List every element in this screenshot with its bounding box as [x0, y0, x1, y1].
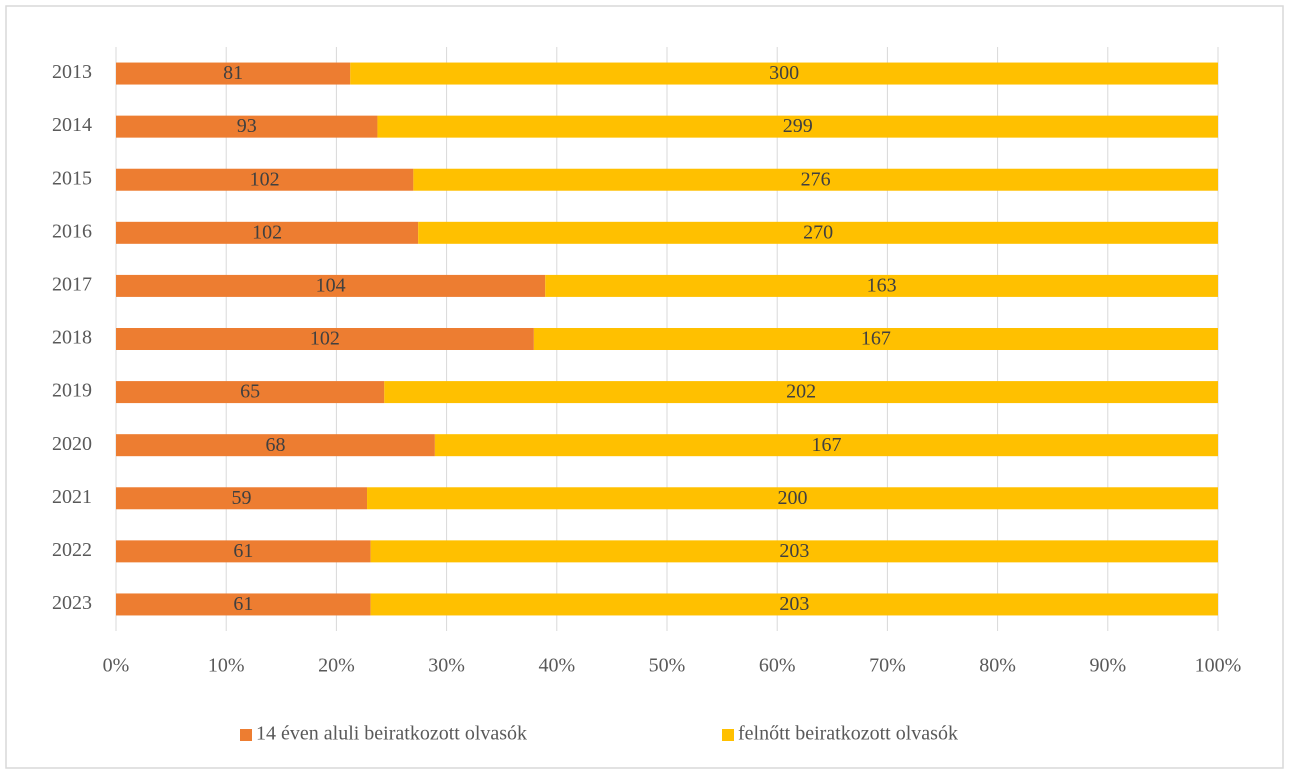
bar-segment	[116, 168, 414, 191]
bar-segment	[384, 381, 1218, 404]
bar-segment	[116, 540, 371, 563]
x-tick-label: 40%	[538, 655, 575, 677]
data-label: 61	[233, 540, 253, 562]
data-label: 167	[811, 434, 841, 456]
x-tick-label: 20%	[318, 655, 355, 677]
data-label: 61	[233, 593, 253, 615]
bar-segment	[116, 274, 546, 297]
x-tick-label: 10%	[208, 655, 245, 677]
data-label: 102	[250, 168, 280, 190]
data-label: 200	[778, 487, 808, 509]
bar-segment	[116, 434, 435, 457]
bar-segment	[377, 115, 1219, 138]
y-tick-label: 2016	[52, 220, 92, 242]
bar-segment	[418, 221, 1219, 244]
x-tick-label: 50%	[649, 655, 686, 677]
bar-segment	[116, 62, 351, 85]
bar-segment	[533, 328, 1218, 350]
y-tick-label: 2019	[52, 380, 92, 402]
y-tick-label: 2018	[52, 327, 92, 349]
bar-segment	[116, 487, 368, 510]
bar-segment	[413, 168, 1218, 191]
data-label: 167	[861, 328, 891, 350]
data-label: 68	[265, 434, 285, 456]
bar-segment	[350, 62, 1219, 85]
data-label: 104	[316, 275, 346, 297]
bar-segment	[367, 487, 1218, 510]
legend-label: felnőtt beiratkozott olvasók	[738, 723, 958, 745]
x-tick-label: 80%	[979, 655, 1016, 677]
y-tick-label: 2017	[52, 274, 92, 296]
bar-segment	[370, 593, 1218, 616]
y-tick-label: 2015	[52, 167, 92, 189]
legend-label: 14 éven aluli beiratkozott olvasók	[256, 723, 527, 745]
y-tick-label: 2022	[52, 539, 92, 561]
data-label: 163	[867, 275, 897, 297]
legend-swatch	[722, 729, 734, 741]
data-label: 102	[310, 328, 340, 350]
legend-swatch	[240, 729, 252, 741]
data-label: 299	[783, 115, 813, 137]
bar-segment	[370, 540, 1218, 563]
data-label: 270	[803, 221, 833, 243]
x-tick-label: 30%	[428, 655, 465, 677]
y-tick-label: 2023	[52, 592, 92, 614]
bar-segment	[434, 434, 1218, 457]
y-tick-label: 2014	[52, 114, 92, 136]
x-tick-label: 60%	[759, 655, 796, 677]
data-label: 203	[779, 540, 809, 562]
data-label: 202	[786, 381, 816, 403]
y-tick-label: 2020	[52, 433, 92, 455]
bar-segment	[545, 274, 1218, 297]
bar-segment	[116, 115, 378, 138]
data-label: 300	[769, 62, 799, 84]
data-label: 102	[252, 221, 282, 243]
x-tick-label: 0%	[103, 655, 130, 677]
x-tick-label: 100%	[1195, 655, 1242, 677]
bar-segment	[116, 328, 534, 350]
data-label: 59	[232, 487, 252, 509]
data-label: 203	[779, 593, 809, 615]
data-label: 93	[237, 115, 257, 137]
y-tick-label: 2013	[52, 61, 92, 83]
bar-segment	[116, 593, 371, 616]
x-tick-label: 90%	[1089, 655, 1126, 677]
data-label: 81	[223, 62, 243, 84]
y-tick-label: 2021	[52, 486, 92, 508]
x-tick-label: 70%	[869, 655, 906, 677]
data-label: 65	[240, 381, 260, 403]
data-label: 276	[801, 168, 831, 190]
bar-segment	[116, 381, 385, 404]
bar-segment	[116, 221, 419, 244]
